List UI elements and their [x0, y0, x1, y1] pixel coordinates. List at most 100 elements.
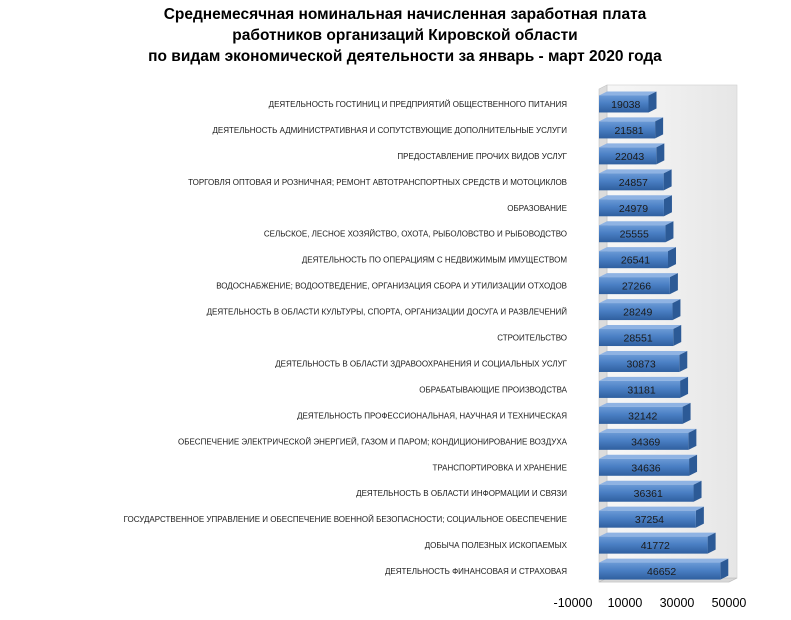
category-label: ДЕЯТЕЛЬНОСТЬ ПРОФЕССИОНАЛЬНАЯ, НАУЧНАЯ И… — [297, 411, 567, 420]
category-label: ОБРАБАТЫВАЮЩИЕ ПРОИЗВОДСТВА — [419, 385, 567, 394]
bar-top-face — [599, 402, 691, 407]
bar-front-face — [599, 95, 649, 113]
bar-top-face — [599, 454, 698, 459]
bar-top-face — [599, 532, 716, 537]
chart-title-line-2: работников организаций Кировской области — [232, 27, 578, 44]
bar-end-face — [668, 247, 677, 269]
data-label: 25555 — [620, 229, 649, 241]
bar-top-face — [599, 558, 729, 563]
bar-front-face — [599, 354, 680, 372]
bar-end-face — [695, 506, 704, 528]
category-label: ПРЕДОСТАВЛЕНИЕ ПРОЧИХ ВИДОВ УСЛУГ — [397, 152, 567, 161]
bar-top-face — [599, 195, 672, 200]
bar-top-face — [599, 143, 665, 148]
bar-end-face — [707, 532, 716, 554]
bar-end-face — [688, 428, 697, 450]
category-label: ДОБЫЧА ПОЛЕЗНЫХ ИСКОПАЕМЫХ — [425, 541, 568, 550]
bar-end-face — [648, 91, 657, 113]
data-label: 41772 — [641, 540, 670, 552]
bar-end-face — [663, 169, 672, 191]
bar-end-face — [673, 325, 682, 347]
bar — [599, 91, 657, 113]
data-label: 31181 — [627, 384, 656, 396]
bar — [599, 273, 678, 295]
data-label: 28551 — [624, 333, 653, 345]
data-label: 26541 — [621, 255, 650, 267]
bar — [599, 428, 697, 450]
bar-top-face — [599, 325, 682, 330]
bar-front-face — [599, 510, 696, 528]
bar — [599, 325, 682, 347]
bar — [599, 532, 716, 554]
bar-top-face — [599, 428, 697, 433]
bar — [599, 169, 672, 191]
bar-front-face — [599, 432, 689, 450]
category-label: ДЕЯТЕЛЬНОСТЬ В ОБЛАСТИ ЗДРАВООХРАНЕНИЯ И… — [275, 359, 567, 368]
x-tick-label: 30000 — [660, 596, 695, 610]
bar — [599, 299, 681, 321]
data-label: 34636 — [631, 462, 660, 474]
data-label: 32142 — [628, 410, 657, 422]
bar — [599, 376, 689, 398]
bar-top-face — [599, 350, 688, 355]
data-label: 46652 — [647, 566, 676, 578]
data-label: 34369 — [631, 436, 660, 448]
bar-front-face — [599, 121, 656, 139]
bar — [599, 558, 729, 580]
bar-front-face — [599, 251, 669, 269]
data-label: 24857 — [619, 177, 648, 189]
bar-end-face — [720, 558, 729, 580]
bar-front-face — [599, 147, 657, 165]
bar-front-face — [599, 484, 694, 502]
data-label: 28249 — [623, 307, 652, 319]
data-label: 36361 — [634, 488, 663, 500]
bar-top-face — [599, 247, 677, 252]
category-label: ГОСУДАРСТВЕННОЕ УПРАВЛЕНИЕ И ОБЕСПЕЧЕНИЕ… — [124, 515, 567, 524]
x-tick-label: -10000 — [554, 596, 593, 610]
bar-top-face — [599, 376, 689, 381]
bar-top-face — [599, 273, 678, 278]
category-label: ДЕЯТЕЛЬНОСТЬ ГОСТИНИЦ И ПРЕДПРИЯТИЙ ОБЩЕ… — [269, 100, 568, 109]
bar-front-face — [599, 562, 721, 580]
bar — [599, 143, 665, 165]
x-tick-label: 10000 — [608, 596, 643, 610]
bar-front-face — [599, 458, 690, 476]
bar-top-face — [599, 480, 702, 485]
bar-end-face — [679, 350, 688, 372]
bar-top-face — [599, 117, 664, 122]
chart-title-line-3: по видам экономической деятельности за я… — [148, 48, 662, 65]
category-label: СЕЛЬСКОЕ, ЛЕСНОЕ ХОЗЯЙСТВО, ОХОТА, РЫБОЛ… — [264, 230, 567, 239]
bar-end-face — [672, 299, 681, 321]
bar-end-face — [656, 143, 665, 165]
category-labels: ДЕЯТЕЛЬНОСТЬ ГОСТИНИЦ И ПРЕДПРИЯТИЙ ОБЩЕ… — [124, 100, 568, 576]
bar — [599, 247, 677, 269]
bar-end-face — [669, 273, 678, 295]
bar-end-face — [665, 221, 674, 243]
bar-end-face — [663, 195, 672, 217]
category-label: ОБЕСПЕЧЕНИЕ ЭЛЕКТРИЧЕСКОЙ ЭНЕРГИЕЙ, ГАЗО… — [178, 437, 568, 446]
x-tick-label: 50000 — [712, 596, 747, 610]
category-label: ДЕЯТЕЛЬНОСТЬ В ОБЛАСТИ КУЛЬТУРЫ, СПОРТА,… — [207, 308, 568, 317]
chart-title: Среднемесячная номинальная начисленная з… — [60, 4, 750, 67]
bar-front-face — [599, 380, 681, 398]
bar — [599, 506, 704, 528]
bar — [599, 221, 674, 243]
bar-top-face — [599, 169, 672, 174]
category-label: ДЕЯТЕЛЬНОСТЬ ПО ОПЕРАЦИЯМ С НЕДВИЖИМЫМ И… — [302, 256, 568, 265]
bar — [599, 117, 664, 139]
data-label: 19038 — [611, 99, 640, 111]
x-axis-ticks: -10000 10000 30000 50000 — [554, 596, 747, 610]
data-label: 22043 — [615, 151, 644, 163]
bar-top-face — [599, 299, 681, 304]
bar-front-face — [599, 225, 666, 243]
category-label: ВОДОСНАБЖЕНИЕ; ВОДООТВЕДЕНИЕ, ОРГАНИЗАЦИ… — [216, 282, 567, 291]
bar — [599, 454, 698, 476]
category-label: ДЕЯТЕЛЬНОСТЬ ФИНАНСОВАЯ И СТРАХОВАЯ — [385, 567, 567, 576]
data-label: 37254 — [635, 514, 664, 526]
bar — [599, 480, 702, 502]
bar — [599, 402, 691, 424]
bar-end-face — [693, 480, 702, 502]
bar-end-face — [655, 117, 664, 139]
bar-front-face — [599, 173, 664, 191]
